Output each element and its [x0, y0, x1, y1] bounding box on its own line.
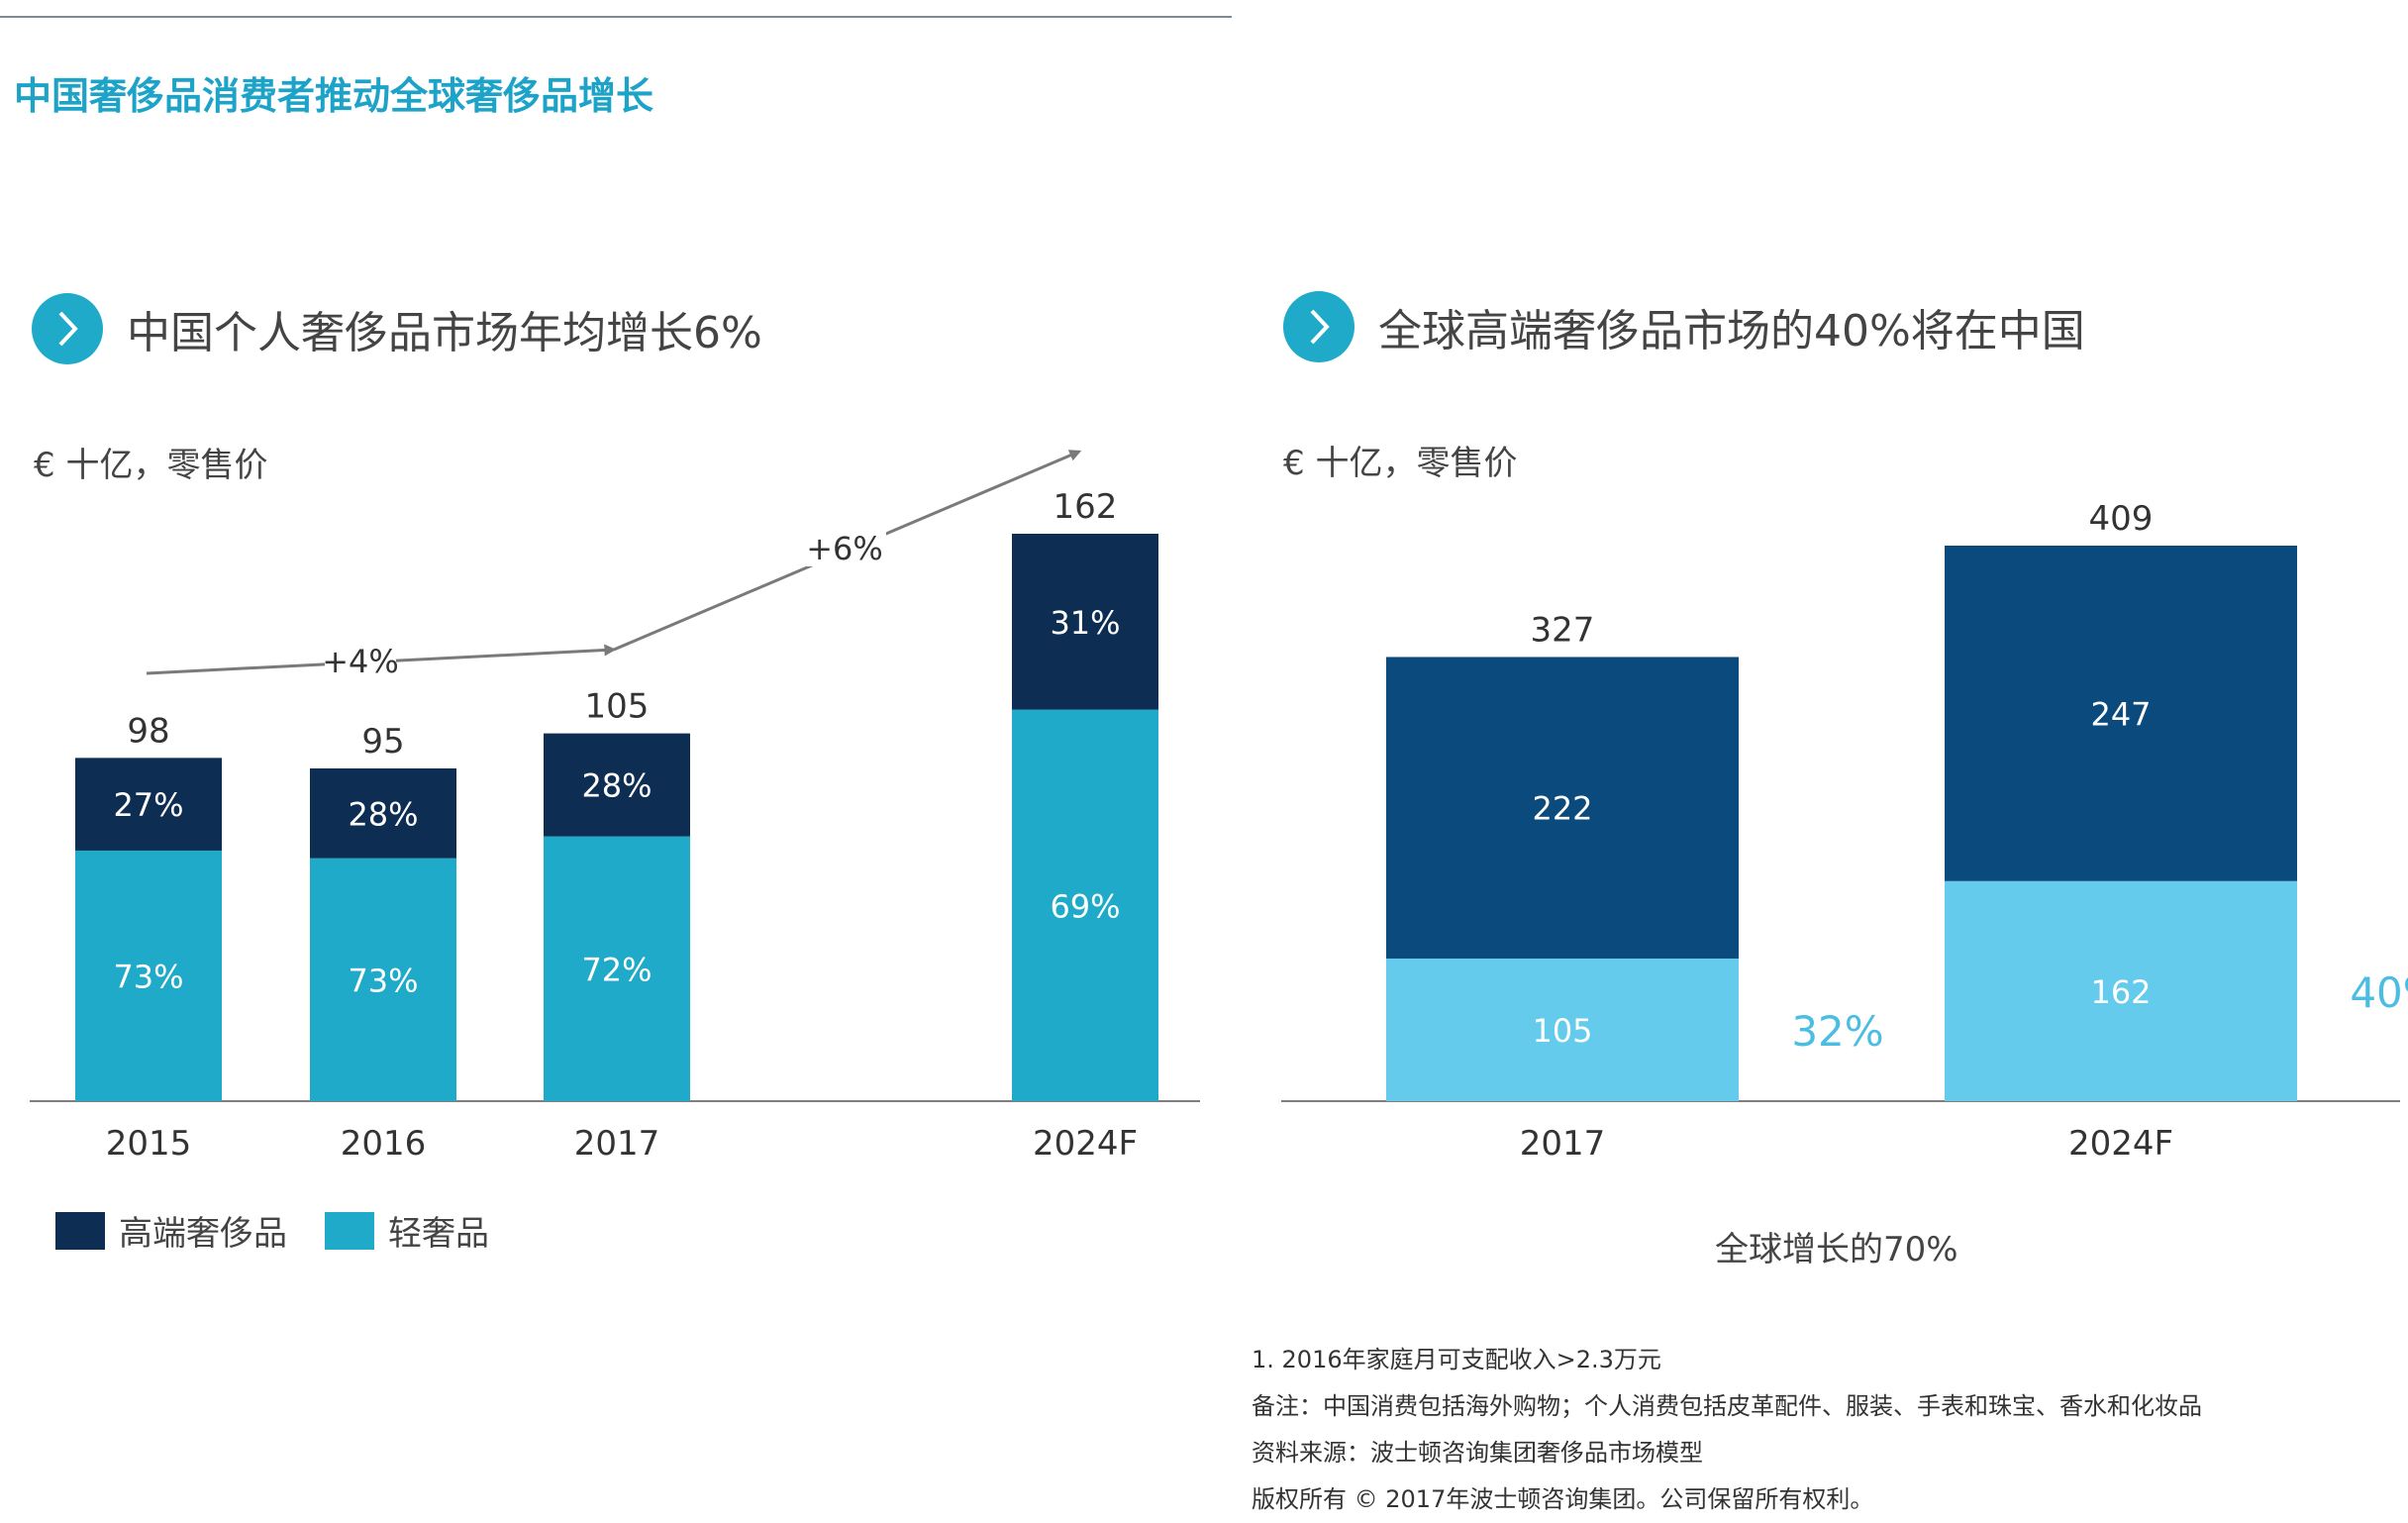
bar-affordable-2024F — [1012, 709, 1158, 1101]
bar-label-premium-2024F: 31% — [1050, 604, 1120, 642]
bar-premium-2017 — [544, 733, 690, 837]
x-tick-label-2016: 2016 — [341, 1124, 427, 1164]
bar-label-china-2017: 105 — [1532, 1012, 1592, 1050]
bar-affordable-2016 — [310, 858, 456, 1101]
growth-label-bg — [325, 640, 396, 679]
legend-swatch-affordable — [325, 1211, 374, 1250]
bar-total-2016: 95 — [361, 722, 404, 762]
bar-premium-2016 — [310, 767, 456, 859]
x-tick-label-2024F: 2024F — [1033, 1124, 1138, 1164]
left-panel-heading-text: 中国个人奢侈品市场年均增长6% — [127, 308, 762, 358]
footnote-1: 1. 2016年家庭月可支配收入>2.3万元 — [1252, 1346, 1661, 1373]
footnote-source: 资料来源：波士顿咨询集团奢侈品市场模型 — [1252, 1439, 1703, 1467]
legend-swatch-premium — [55, 1211, 105, 1250]
legend-label-premium: 高端奢侈品 — [119, 1214, 287, 1254]
bar-total-2024F: 162 — [1054, 487, 1118, 527]
growth-label-2017-2024F: +6% — [806, 530, 883, 567]
bar-affordable-2017 — [544, 836, 690, 1101]
bar-total-2015: 98 — [127, 711, 169, 751]
footnotes: 1. 2016年家庭月可支配收入>2.3万元 备注：中国消费包括海外购物；个人消… — [1252, 1337, 2202, 1523]
bar-total-2017: 327 — [1531, 610, 1595, 650]
top-rule — [0, 16, 1232, 18]
left-panel-heading: 中国个人奢侈品市场年均增长6% — [32, 293, 762, 364]
bar-premium-2024F — [1012, 534, 1158, 710]
page-title: 中国奢侈品消费者推动全球奢侈品增长 — [14, 74, 654, 118]
bar-label-affordable-2024F: 69% — [1050, 887, 1120, 925]
right-unit-label: € 十亿，零售价 — [1283, 444, 1518, 483]
footnote-copyright: 版权所有 © 2017年波士顿咨询集团。公司保留所有权利。 — [1252, 1485, 1874, 1513]
legend-label-affordable: 轻奢品 — [388, 1214, 489, 1254]
x-tick-label-2024F: 2024F — [2068, 1124, 2173, 1164]
bar-label-rest-of-world-2024F: 247 — [2090, 695, 2151, 733]
bar-affordable-2015 — [75, 850, 222, 1101]
china-share-label-2017: 32% — [1791, 1007, 1883, 1056]
bar-total-2017: 105 — [585, 687, 650, 727]
bar-china-2024F — [1945, 880, 2297, 1101]
right-panel-heading-text: 全球高端奢侈品市场的40%将在中国 — [1378, 306, 2085, 356]
x-tick-label-2017: 2017 — [1520, 1124, 1606, 1164]
bar-label-china-2024F: 162 — [2090, 973, 2151, 1011]
bar-total-2024F: 409 — [2089, 499, 2154, 539]
chevron-right-icon — [1283, 291, 1354, 362]
bar-premium-2015 — [75, 758, 222, 851]
bar-label-affordable-2016: 73% — [348, 962, 418, 999]
bar-label-affordable-2015: 73% — [113, 958, 183, 995]
growth-label-2015-2017: +4% — [322, 643, 399, 680]
legend-item-premium: 高端奢侈品 — [55, 1206, 287, 1255]
legend: 高端奢侈品 轻奢品 — [55, 1206, 527, 1255]
legend-item-affordable: 轻奢品 — [325, 1206, 489, 1255]
growth-label-bg — [803, 525, 886, 566]
bar-rest-of-world-2024F — [1945, 546, 2297, 881]
right-panel-heading: 全球高端奢侈品市场的40%将在中国 — [1283, 291, 2085, 362]
china-share-label-2024F: 40% — [2350, 968, 2408, 1017]
x-tick-label-2015: 2015 — [106, 1124, 192, 1164]
x-tick-label-2017: 2017 — [574, 1124, 660, 1164]
bar-label-premium-2017: 28% — [581, 767, 652, 805]
bar-label-rest-of-world-2017: 222 — [1532, 790, 1592, 828]
bar-label-affordable-2017: 72% — [581, 951, 652, 988]
bar-label-premium-2016: 28% — [348, 795, 418, 833]
footnote-note: 备注：中国消费包括海外购物；个人消费包括皮革配件、服装、手表和珠宝、香水和化妆品 — [1252, 1392, 2202, 1420]
bar-rest-of-world-2017 — [1386, 657, 1739, 959]
bar-china-2017 — [1386, 958, 1739, 1101]
right-chart-caption: 全球增长的70% — [1715, 1230, 1958, 1269]
left-unit-label: € 十亿，零售价 — [34, 446, 268, 485]
bar-label-premium-2015: 27% — [113, 786, 183, 824]
chevron-right-icon — [32, 293, 103, 364]
